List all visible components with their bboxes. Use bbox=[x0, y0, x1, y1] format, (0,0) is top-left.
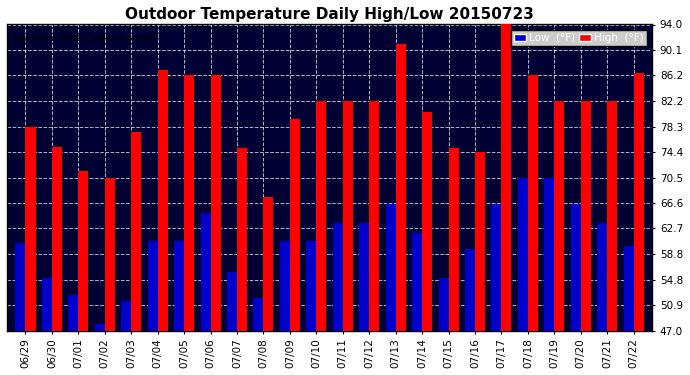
Bar bbox=[343, 101, 353, 330]
Bar bbox=[306, 241, 316, 330]
Bar bbox=[174, 241, 184, 330]
Bar bbox=[386, 204, 395, 330]
Bar bbox=[395, 44, 406, 330]
Bar bbox=[253, 298, 264, 330]
Bar bbox=[597, 223, 607, 330]
Bar bbox=[528, 75, 538, 330]
Bar bbox=[359, 223, 369, 330]
Bar bbox=[290, 119, 300, 330]
Bar bbox=[412, 233, 422, 330]
Bar bbox=[280, 241, 290, 330]
Bar bbox=[264, 197, 273, 330]
Bar bbox=[502, 24, 511, 330]
Bar bbox=[79, 171, 88, 330]
Bar bbox=[237, 148, 247, 330]
Bar bbox=[148, 241, 158, 330]
Bar bbox=[210, 75, 221, 330]
Bar bbox=[518, 177, 528, 330]
Text: Copyright 2015 Cartronics.com: Copyright 2015 Cartronics.com bbox=[13, 34, 155, 43]
Bar bbox=[624, 246, 633, 330]
Bar bbox=[554, 101, 564, 330]
Bar bbox=[439, 279, 449, 330]
Legend: Low  (°F), High  (°F): Low (°F), High (°F) bbox=[511, 30, 647, 46]
Bar bbox=[15, 243, 26, 330]
Bar bbox=[633, 74, 644, 330]
Bar bbox=[158, 70, 168, 330]
Bar bbox=[422, 112, 432, 330]
Bar bbox=[201, 213, 210, 330]
Bar bbox=[42, 279, 52, 330]
Bar bbox=[227, 272, 237, 330]
Bar bbox=[475, 152, 485, 330]
Bar bbox=[121, 301, 131, 330]
Bar bbox=[607, 101, 618, 330]
Bar bbox=[184, 75, 194, 330]
Bar bbox=[544, 177, 554, 330]
Bar bbox=[369, 101, 380, 330]
Title: Outdoor Temperature Daily High/Low 20150723: Outdoor Temperature Daily High/Low 20150… bbox=[125, 7, 534, 22]
Bar bbox=[465, 249, 475, 330]
Bar bbox=[333, 223, 343, 330]
Bar bbox=[95, 324, 105, 330]
Bar bbox=[131, 132, 141, 330]
Bar bbox=[571, 204, 581, 330]
Bar bbox=[26, 127, 35, 330]
Bar bbox=[316, 101, 326, 330]
Bar bbox=[491, 204, 502, 330]
Bar bbox=[68, 295, 79, 330]
Bar bbox=[448, 148, 459, 330]
Bar bbox=[52, 147, 62, 330]
Bar bbox=[105, 177, 115, 330]
Bar bbox=[581, 101, 591, 330]
